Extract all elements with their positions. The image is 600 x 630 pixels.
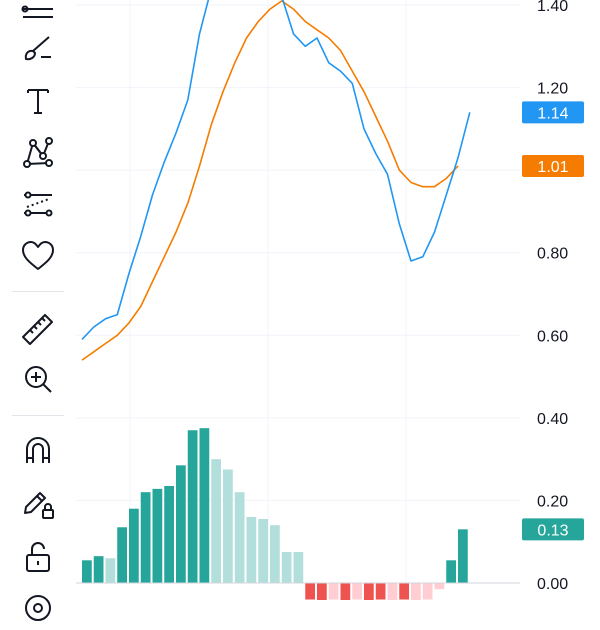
hide-drawings-button[interactable] — [14, 586, 62, 630]
lock-drawing-icon — [24, 492, 54, 519]
text-tool-icon — [27, 89, 49, 114]
histogram-bar — [93, 556, 104, 583]
toolbar-divider — [12, 415, 64, 416]
brush-tool-button[interactable] — [14, 26, 62, 70]
axis-tick-label: 1.20 — [537, 81, 568, 98]
pattern-tool-button[interactable] — [14, 130, 62, 174]
toolbar-divider — [12, 291, 64, 292]
axis-tick-label: 0.80 — [537, 246, 568, 263]
histogram-bar — [446, 560, 456, 583]
histogram-bar — [234, 492, 245, 583]
lock-icon — [26, 542, 50, 572]
histogram-bar — [328, 583, 339, 600]
macd-chart[interactable]: 1.401.201.000.800.600.400.200.00 1.141.0… — [76, 0, 600, 602]
histogram-bar — [129, 508, 139, 583]
text-tool-button[interactable] — [14, 78, 62, 122]
zoom-in-icon — [25, 366, 52, 393]
axis-tick-label: 0.60 — [537, 328, 568, 345]
histogram-bar — [164, 485, 174, 583]
histogram-bar — [293, 552, 304, 583]
last-value-labels: 1.14 1.01 0.13 — [522, 101, 584, 541]
magnet-icon — [26, 437, 50, 463]
histogram-bar — [246, 516, 257, 583]
favorites-button[interactable] — [14, 234, 62, 278]
histogram-bar — [375, 583, 386, 600]
macd-line — [81, 0, 471, 340]
signal-line — [81, 0, 459, 361]
lock-all-button[interactable] — [14, 534, 62, 578]
measure-button[interactable] — [14, 306, 62, 350]
histogram-bar — [176, 465, 186, 583]
eye-icon — [25, 595, 51, 621]
magnet-button[interactable] — [14, 428, 62, 472]
signal-value-label-background — [522, 155, 584, 178]
axis-tick-label: 0.00 — [537, 576, 568, 593]
pattern-tool-icon — [23, 137, 53, 168]
chart-canvas[interactable]: 1.401.201.000.800.600.400.200.00 1.141.0… — [76, 0, 600, 602]
macd-value-label-background — [522, 101, 584, 124]
signal-value-label: 1.01 — [537, 159, 568, 176]
histogram-bar — [152, 488, 163, 583]
histogram-bar — [82, 560, 92, 583]
histogram-value-label-background — [522, 518, 584, 541]
histogram-bar — [422, 583, 433, 600]
histogram-bar — [352, 583, 362, 600]
histogram-bar — [211, 459, 221, 583]
histogram-bar — [199, 428, 210, 583]
histogram-bar — [223, 469, 233, 583]
lines-tool-button[interactable] — [14, 0, 62, 30]
histogram-bar — [117, 527, 127, 583]
prediction-tool-icon — [24, 191, 53, 217]
axis-tick-label: 0.40 — [537, 411, 568, 428]
histogram-value-label: 0.13 — [537, 522, 568, 539]
axis-tick-label: 1.40 — [537, 0, 568, 15]
macd-value-label: 1.14 — [537, 105, 568, 122]
histogram-bar — [434, 583, 445, 590]
histogram-bar — [105, 558, 116, 583]
histogram — [82, 428, 468, 602]
ruler-icon — [22, 314, 53, 345]
lines-tool-icon — [21, 5, 53, 18]
histogram-bar — [458, 529, 468, 583]
histogram-bar — [387, 583, 398, 602]
histogram-bar — [340, 583, 351, 602]
histogram-bar — [411, 583, 421, 602]
axis-tick-label: 0.20 — [537, 493, 568, 510]
price-axis[interactable]: 1.401.201.000.800.600.400.200.00 — [537, 0, 568, 593]
prediction-tool-button[interactable] — [14, 182, 62, 226]
histogram-bar — [317, 583, 327, 602]
histogram-bar — [305, 583, 315, 600]
zoom-in-button[interactable] — [14, 357, 62, 401]
histogram-bar — [399, 583, 409, 600]
histogram-bar — [281, 552, 292, 583]
brush-icon — [24, 36, 51, 61]
indicator-lines — [81, 0, 471, 361]
histogram-bar — [270, 525, 280, 583]
lock-drawings-button[interactable] — [14, 480, 62, 524]
histogram-bar — [364, 583, 374, 602]
drawing-toolbar — [0, 0, 76, 621]
histogram-bar — [258, 519, 268, 583]
histogram-bar — [187, 430, 198, 583]
heart-icon — [22, 241, 54, 270]
histogram-bar — [140, 492, 151, 583]
